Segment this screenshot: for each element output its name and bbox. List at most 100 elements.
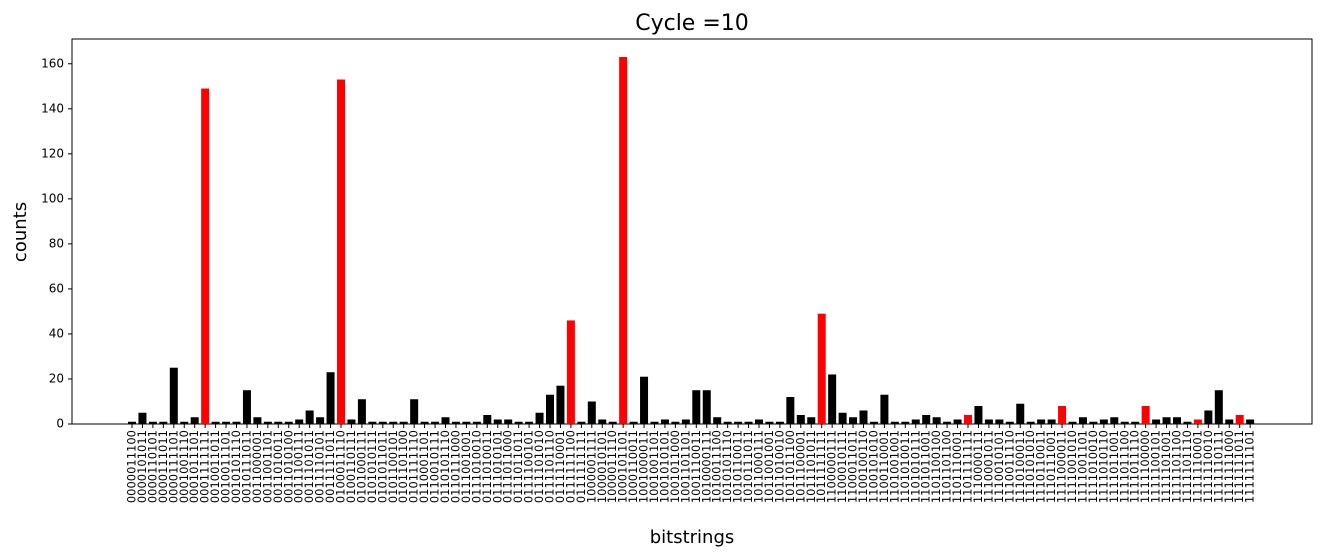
x-tick-label: 0101011011 [375,430,389,503]
x-tick-label: 0100110111 [344,430,358,503]
bar [974,405,983,424]
bar [566,320,575,424]
bar [201,88,210,424]
bar [1235,414,1244,424]
bar [1141,405,1150,424]
bar [1204,410,1213,424]
x-tick-label: 1111101100 [1170,430,1184,503]
bar [525,421,534,424]
bar [431,421,440,424]
x-tick-label: 1100100110 [856,430,870,503]
x-tick-label: 0010101110 [229,430,243,503]
x-tick-label: 1111101110 [1180,430,1194,503]
x-tick-label: 0000111101 [166,430,180,503]
x-tick-label: 1011001001 [762,430,776,503]
x-tick-label: 1111111000 [1222,430,1236,503]
x-tick-label: 1010011100 [710,430,724,503]
y-tick-label: 20 [49,371,64,385]
x-tick-label: 1001000011 [637,430,651,503]
x-tick-label: 0101101100 [396,430,410,503]
x-tick-label: 0001111111 [198,430,212,503]
bar [1037,419,1046,424]
bar [619,57,628,425]
bar [441,417,450,424]
y-tick-label: 160 [41,56,64,70]
x-tick-label: 1000001111 [584,430,598,503]
x-tick-label: 0110111000 [448,430,462,503]
bar [295,419,304,424]
bar [1214,390,1223,424]
x-tick-label: 0011100111 [292,430,306,503]
x-tick-label: 1110000111 [971,430,985,503]
bar [1225,419,1234,424]
bar [953,419,962,424]
bar [650,421,659,424]
bar [640,376,649,424]
bar [932,417,941,424]
chart-title: Cycle =10 [635,11,749,36]
x-tick-label: 1111110001 [1190,430,1204,503]
bar [692,390,701,424]
y-tick-label: 0 [56,417,64,431]
bar [807,417,816,424]
x-tick-label: 1011111111 [814,430,828,503]
bar [148,421,157,424]
bar [890,421,899,424]
bar [964,414,972,424]
bar [190,417,199,424]
bar [180,421,189,424]
bar [316,417,325,424]
x-tick-label: 0100011110 [334,430,348,503]
bar [1131,421,1140,424]
x-tick-label: 0010011101 [219,430,233,503]
bar [451,421,460,424]
x-tick-label: 1111100000 [1138,430,1152,503]
bar [1089,421,1098,424]
bar [1058,405,1067,424]
x-tick-label: 1101100100 [929,430,943,503]
x-tick-label: 1001110011 [689,430,703,503]
bar [744,421,753,424]
x-tick-label: 0001011101 [187,430,201,503]
x-tick-label: 0111101110 [543,430,557,503]
x-tick-label: 1001011000 [668,430,682,503]
bar [660,419,669,424]
x-tick-label: 0011010100 [281,430,295,503]
x-tick-label: 1111111011 [1232,430,1246,503]
x-tick-label: 1101011001 [919,430,933,503]
bar [1152,419,1161,424]
x-tick-label: 1110101010 [1023,430,1037,503]
x-tick-label: 1111010110 [1096,430,1110,503]
x-tick-label: 0011001101 [260,430,274,503]
x-tick-label: 0111011000 [501,430,515,503]
bar [608,421,617,424]
x-tick-label: 1000011110 [605,430,619,503]
bar [138,412,147,424]
x-tick-label: 1111110111 [1211,430,1225,503]
x-tick-label: 1100010111 [835,430,849,503]
bar [1016,403,1025,424]
y-tick-label: 140 [41,101,64,115]
bar [1183,421,1192,424]
bar [420,421,429,424]
bar [1193,419,1202,424]
bar [838,412,847,424]
x-tick-label: 1000101101 [616,430,630,503]
bar [159,421,168,424]
y-tick-label: 80 [49,236,64,250]
x-tick-label: 0011000001 [250,430,264,503]
bar [943,421,952,424]
bar [1110,417,1119,424]
x-tick-label: 1111011110 [1128,430,1142,503]
x-tick-label: 0011110101 [313,430,327,503]
y-tick-label: 120 [41,146,64,160]
x-tick-label: 1011000111 [752,430,766,503]
bar [535,412,544,424]
bar [1068,421,1077,424]
bar [1026,421,1035,424]
x-tick-label: 1101001001 [887,430,901,503]
x-tick-label: 1001001101 [647,430,661,503]
x-tick-label: 0000101011 [135,430,149,503]
x-tick-label: 0101100101 [386,430,400,503]
